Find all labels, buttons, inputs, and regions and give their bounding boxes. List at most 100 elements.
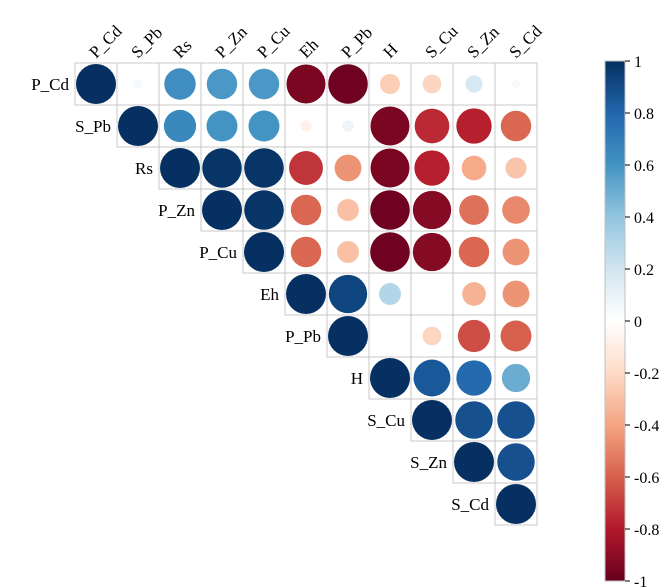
correlation-circle — [465, 75, 483, 93]
correlation-circle — [497, 443, 535, 481]
row-label: H — [351, 369, 363, 388]
colorbar-tick-label: -0.4 — [634, 418, 659, 435]
correlation-circle — [500, 320, 532, 352]
correlation-circle — [454, 442, 494, 482]
correlation-circle — [502, 280, 530, 308]
correlation-circle — [328, 316, 368, 356]
colorbar-tick-label: -0.8 — [634, 522, 659, 539]
row-label: P_Cu — [199, 243, 237, 262]
colorbar-tick-label: -1 — [634, 574, 647, 587]
correlation-circle — [500, 110, 532, 142]
correlation-circle — [370, 148, 410, 188]
correlation-circle — [244, 232, 284, 272]
correlation-circle — [501, 363, 531, 393]
row-label: S_Zn — [410, 453, 447, 472]
correlation-circle — [414, 150, 450, 186]
column-label: P_Zn — [211, 22, 251, 62]
correlation-circle — [248, 110, 280, 142]
row-labels: P_Cd S_Pb Rs P_Zn P_Cu Eh P_Pb H S_Cu S_Zn S_Cd — [31, 75, 489, 514]
correlation-circle — [502, 238, 530, 266]
column-label: S_Cd — [505, 21, 546, 62]
correlation-circle — [505, 157, 527, 179]
correlation-circle — [290, 236, 322, 268]
column-label: P_Cd — [85, 21, 126, 62]
correlation-circle — [202, 190, 242, 230]
correlation-circle — [457, 319, 491, 353]
correlation-circle — [414, 108, 450, 144]
row-label: S_Pb — [75, 117, 111, 136]
column-label: H — [379, 40, 401, 62]
correlation-circle — [206, 68, 238, 100]
column-label: Rs — [169, 36, 195, 62]
colorbar-gradient — [604, 60, 626, 582]
correlation-circle — [164, 68, 196, 100]
correlation-circle — [337, 241, 359, 263]
correlation-circle — [380, 74, 400, 94]
row-label: Eh — [260, 285, 279, 304]
row-label: Rs — [135, 159, 153, 178]
correlation-circle — [76, 64, 116, 104]
correlation-circle — [412, 400, 452, 440]
correlation-circle — [379, 283, 401, 305]
correlation-circle — [244, 148, 284, 188]
colorbar-tick-label: 0.2 — [634, 262, 654, 279]
correlation-circle — [412, 190, 452, 230]
correlation-circle — [328, 64, 368, 104]
column-label: S_Pb — [127, 23, 166, 62]
correlation-circle — [412, 232, 452, 272]
correlation-circle — [206, 110, 238, 142]
correlation-circle — [328, 274, 368, 314]
correlation-circle — [202, 148, 242, 188]
correlation-circle — [370, 232, 410, 272]
grid-cell — [368, 314, 412, 358]
correlation-circle — [497, 401, 535, 439]
correlation-circle — [286, 274, 326, 314]
colorbar-tick-label: 0.6 — [634, 158, 654, 175]
column-labels: P_Cd S_Pb Rs P_Zn P_Cu Eh P_Pb H S_Cu S_Zn S_Cd — [85, 21, 546, 62]
correlation-circle — [502, 196, 530, 224]
correlation-circle — [163, 109, 197, 143]
correlation-circle — [422, 74, 442, 94]
correlation-circle — [459, 195, 489, 225]
row-label: P_Pb — [285, 327, 321, 346]
correlation-circle — [334, 154, 362, 182]
correlation-circle — [244, 190, 284, 230]
correlation-circle — [337, 199, 359, 221]
colorbar-tick-label: 0 — [634, 314, 642, 331]
correlation-circle — [286, 64, 326, 104]
correlation-circle — [370, 190, 410, 230]
colorbar-tick-label: 0.8 — [634, 106, 654, 123]
correlation-circle — [370, 106, 410, 146]
correlation-circle — [461, 155, 487, 181]
row-label: P_Cd — [31, 75, 69, 94]
column-label: S_Zn — [463, 22, 503, 62]
correlation-circles — [76, 64, 536, 524]
correlation-circle — [370, 358, 410, 398]
correlation-circle — [248, 68, 280, 100]
column-label: Eh — [295, 35, 322, 62]
color-legend: 1 0.8 0.6 0.4 0.2 0 -0.2 -0.4 -0.6 -0.8 -1 — [604, 54, 659, 587]
correlation-circle — [455, 401, 493, 439]
correlation-circle — [422, 326, 442, 346]
correlation-circle — [133, 79, 143, 89]
correlation-circle — [496, 484, 536, 524]
correlation-circle — [118, 106, 158, 146]
colorbar-tick-label: 1 — [634, 54, 642, 71]
colorbar-tick-label: -0.2 — [634, 366, 659, 383]
correlation-circle — [512, 80, 520, 88]
correlation-circle — [290, 194, 322, 226]
correlation-circle — [456, 360, 492, 396]
correlation-circle — [342, 120, 354, 132]
column-label: S_Cu — [421, 21, 462, 62]
column-label: P_Pb — [337, 23, 376, 62]
colorbar-tick-label: 0.4 — [634, 210, 654, 227]
row-label: P_Zn — [158, 201, 195, 220]
correlation-circle — [160, 148, 200, 188]
correlation-circle — [462, 282, 486, 306]
correlation-circle — [456, 108, 492, 144]
correlation-circle — [289, 151, 323, 185]
correlation-circle — [300, 120, 312, 132]
correlation-circle — [413, 359, 451, 397]
row-label: S_Cu — [367, 411, 405, 430]
